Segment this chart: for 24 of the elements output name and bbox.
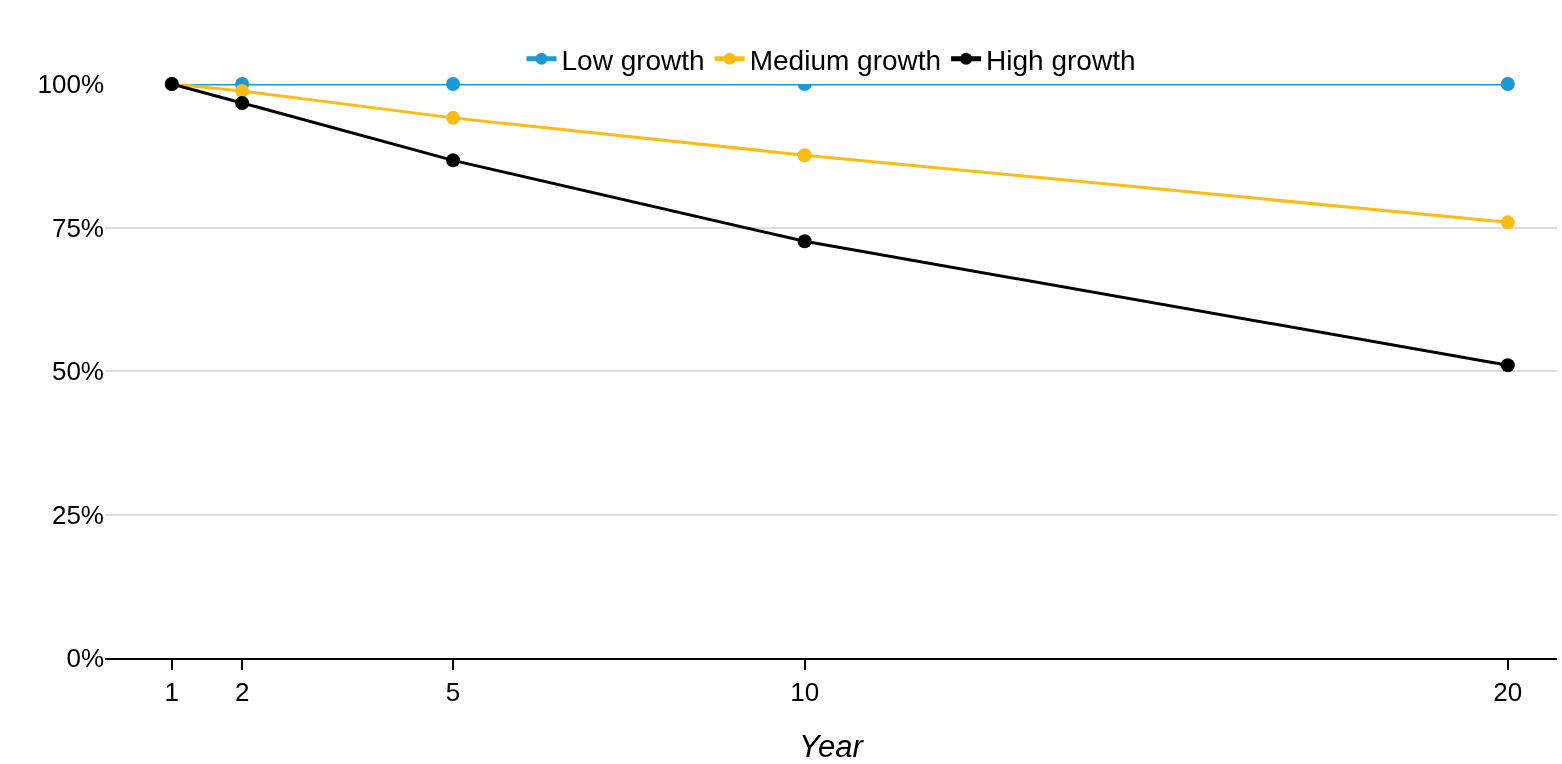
point xyxy=(1500,77,1515,91)
point xyxy=(797,148,812,163)
point xyxy=(797,234,812,249)
x-tick-label: 20 xyxy=(1493,677,1523,708)
x-tick-label: 10 xyxy=(790,677,820,708)
x-tick-label: 5 xyxy=(445,677,461,708)
point xyxy=(446,153,461,168)
point xyxy=(235,95,250,110)
y-tick-label: 100% xyxy=(37,69,104,100)
x-tick-label: 1 xyxy=(164,677,180,708)
legend-label: Medium growth xyxy=(749,44,942,76)
x-tick-label: 2 xyxy=(234,677,250,708)
x-axis-title: Year xyxy=(799,729,865,764)
y-tick-label: 25% xyxy=(51,499,104,530)
y-tick-label: 0% xyxy=(66,643,104,674)
y-tick-label: 50% xyxy=(51,356,104,387)
point xyxy=(446,110,461,125)
point xyxy=(446,77,461,91)
point xyxy=(1500,215,1515,230)
y-tick-label: 75% xyxy=(51,212,104,243)
point xyxy=(1500,358,1515,373)
legend-label: High growth xyxy=(986,44,1136,76)
legend-label: Low growth xyxy=(561,44,705,76)
point xyxy=(235,83,250,98)
